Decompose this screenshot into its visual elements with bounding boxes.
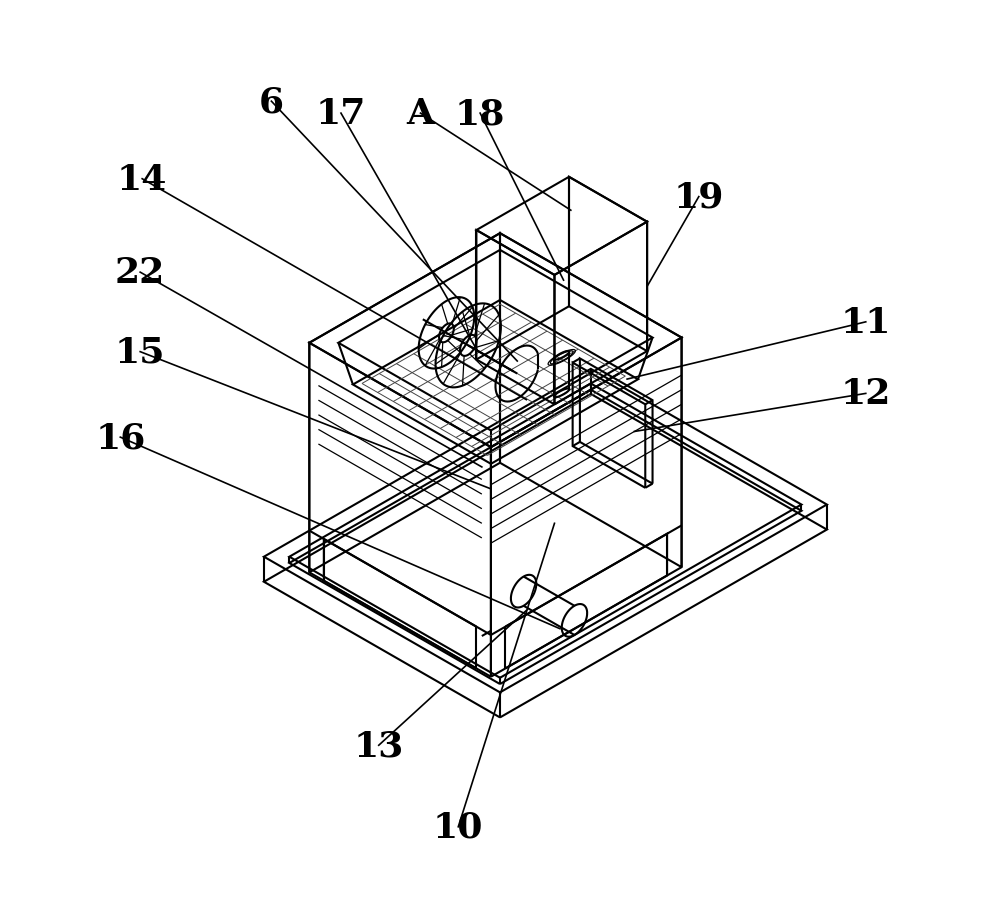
Text: 11: 11 — [841, 305, 891, 339]
Text: 15: 15 — [115, 335, 165, 369]
Text: 17: 17 — [316, 97, 366, 131]
Text: 16: 16 — [95, 421, 145, 455]
Text: 6: 6 — [259, 85, 284, 119]
Text: 22: 22 — [115, 255, 165, 289]
Text: 12: 12 — [841, 377, 891, 411]
Text: 13: 13 — [354, 729, 404, 763]
Text: 19: 19 — [674, 180, 724, 214]
Text: 14: 14 — [117, 163, 167, 197]
Text: 10: 10 — [433, 810, 484, 844]
Text: A: A — [406, 97, 435, 131]
Text: 18: 18 — [455, 97, 505, 131]
